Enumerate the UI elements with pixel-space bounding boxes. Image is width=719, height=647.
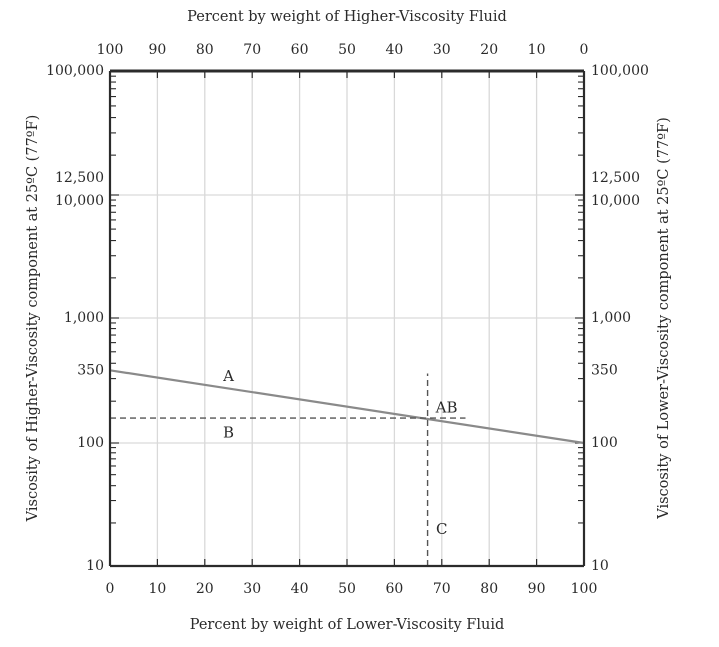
x-tick-label-top: 70: [243, 42, 261, 58]
y-tick-label-left: 10,000: [55, 193, 104, 209]
y-tick-label-left: 100: [77, 435, 104, 451]
x-tick-label-bottom: 70: [433, 581, 451, 597]
x-tick-label-bottom: 10: [148, 581, 166, 597]
x-tick-label-bottom: 40: [291, 581, 309, 597]
x-tick-label-top: 60: [291, 42, 309, 58]
y-tick-label-left: 1,000: [64, 310, 104, 326]
y-tick-label-right: 12,500: [591, 170, 640, 186]
y-tick-label-left: 350: [77, 362, 104, 378]
x-tick-label-top: 80: [196, 42, 214, 58]
y-tick-label-left: 100,000: [46, 63, 104, 79]
series-lines: [109, 369, 585, 566]
x-tick-label-top: 0: [580, 42, 589, 58]
right-axis-title: Viscosity of Lower-Viscosity component a…: [656, 117, 672, 520]
x-tick-label-bottom: 90: [528, 581, 546, 597]
x-tick-label-top: 50: [338, 42, 356, 58]
x-tick-label-bottom: 0: [106, 581, 115, 597]
y-tick-label-right: 10: [591, 558, 609, 574]
x-tick-label-top: 90: [148, 42, 166, 58]
x-tick-label-top: 20: [480, 42, 498, 58]
plot-frame: [108, 69, 586, 568]
annotation-a: A: [222, 367, 234, 385]
x-tick-label-bottom: 50: [338, 581, 356, 597]
series-line-a: [109, 369, 585, 445]
y-tick-label-right: 100: [591, 435, 618, 451]
tick-labels: 0100109020803070406050506040703080209010…: [46, 42, 649, 597]
y-tick-label-left: 10: [86, 558, 104, 574]
y-tick-label-right: 100,000: [591, 63, 649, 79]
x-tick-label-bottom: 100: [571, 581, 598, 597]
annotation-ab: AB: [435, 398, 458, 416]
x-tick-label-bottom: 20: [196, 581, 214, 597]
x-tick-label-bottom: 60: [385, 581, 403, 597]
grid-lines: [110, 71, 584, 566]
y-tick-label-right: 1,000: [591, 310, 631, 326]
top-axis-title: Percent by weight of Higher-Viscosity Fl…: [187, 9, 507, 25]
y-tick-label-right: 350: [591, 362, 618, 378]
x-tick-label-top: 100: [97, 42, 124, 58]
left-axis-title: Viscosity of Higher-Viscosity component …: [25, 115, 41, 523]
bottom-axis-title: Percent by weight of Lower-Viscosity Flu…: [190, 617, 505, 633]
annotation-b: B: [223, 424, 234, 442]
y-tick-label-right: 10,000: [591, 193, 640, 209]
y-tick-label-left: 12,500: [55, 170, 104, 186]
annotation-c: C: [436, 520, 447, 538]
x-tick-label-top: 30: [433, 42, 451, 58]
x-tick-label-bottom: 80: [480, 581, 498, 597]
x-tick-label-top: 10: [528, 42, 546, 58]
x-tick-label-bottom: 30: [243, 581, 261, 597]
x-tick-label-top: 40: [385, 42, 403, 58]
